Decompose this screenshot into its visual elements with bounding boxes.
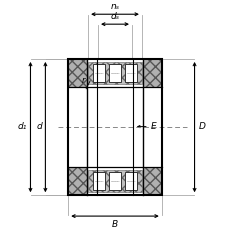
Text: d₁: d₁	[17, 122, 26, 131]
Bar	[142, 167, 161, 195]
Text: nₛ: nₛ	[110, 2, 119, 11]
Bar	[125, 64, 137, 82]
Text: D: D	[198, 122, 204, 131]
Bar	[142, 59, 161, 87]
Bar	[125, 172, 137, 190]
Bar	[92, 64, 104, 82]
Bar	[142, 87, 161, 167]
Text: d: d	[36, 122, 42, 131]
Bar	[88, 170, 141, 192]
Bar	[68, 167, 87, 195]
Bar	[68, 87, 87, 167]
Bar	[68, 59, 87, 87]
Text: E: E	[150, 122, 156, 131]
Text: r: r	[81, 76, 85, 85]
Text: dₛ: dₛ	[110, 12, 119, 21]
Text: B: B	[112, 220, 117, 229]
Bar	[109, 64, 120, 82]
Bar	[68, 59, 161, 195]
Bar	[109, 172, 120, 190]
Bar	[88, 62, 141, 84]
Bar	[92, 172, 104, 190]
